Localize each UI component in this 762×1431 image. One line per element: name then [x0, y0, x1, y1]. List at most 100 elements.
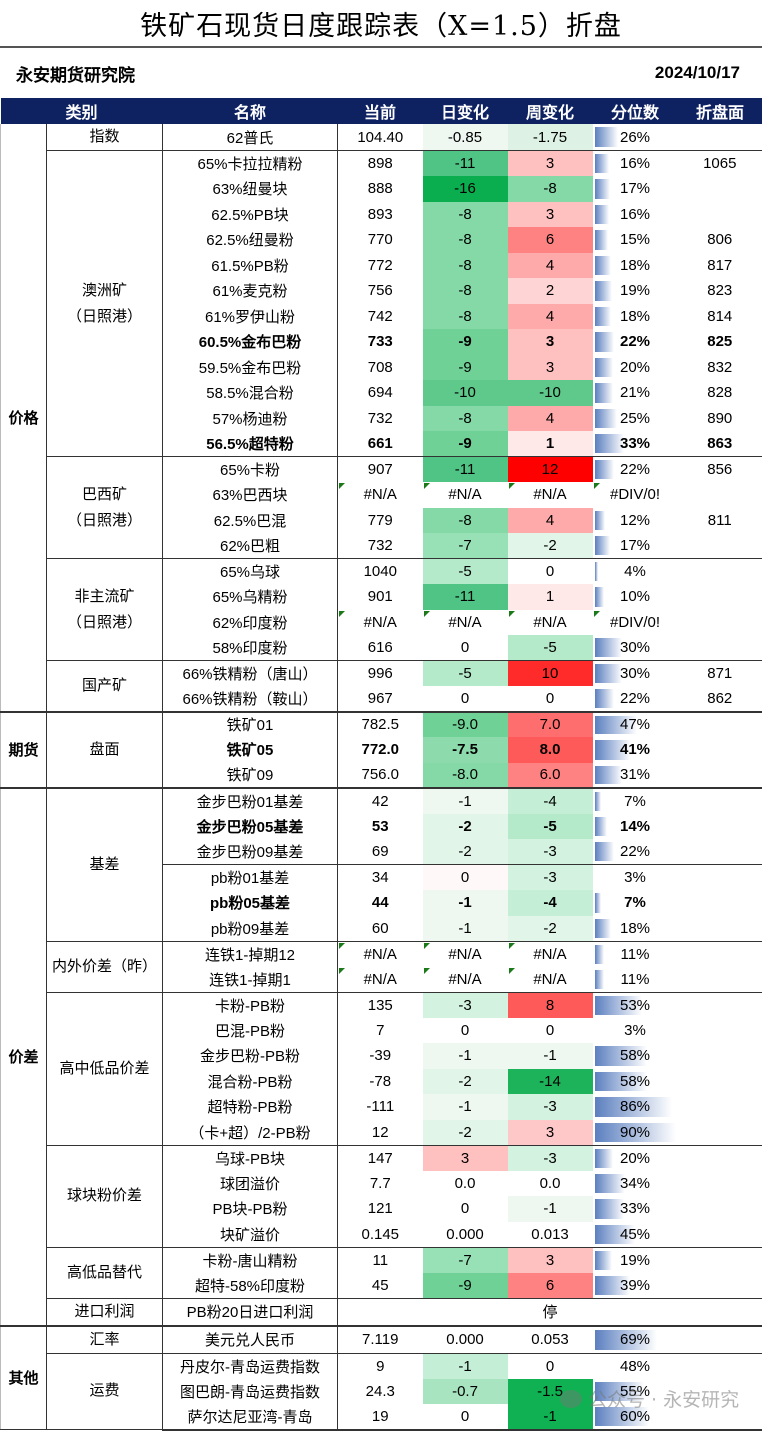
quantile-value: 18%: [620, 307, 651, 325]
day-change: -1: [422, 1043, 508, 1069]
subcategory-label: 进口利润: [74, 1302, 135, 1320]
fold-value: [677, 482, 762, 508]
item-name: 超特粉-PB粉: [162, 1094, 339, 1120]
current-value: 782.5: [337, 710, 423, 737]
quantile-cell: 58%: [593, 1069, 678, 1095]
current-value: 967: [337, 686, 423, 712]
quantile-bar: [594, 230, 609, 250]
item-name: 62.5%纽曼粉: [162, 227, 339, 253]
week-change: 1: [507, 584, 593, 610]
table-row: 价差 基差 金步巴粉01基差 42 -1 -4 7%: [0, 787, 762, 1326]
quantile-value: 11%: [620, 970, 650, 988]
category-cell-other: 其他: [0, 1324, 47, 1430]
quantile-bar: [594, 1148, 613, 1168]
item-name: 超特-58%印度粉: [162, 1272, 339, 1298]
day-change: -1: [422, 890, 508, 916]
fold-value: 814: [677, 303, 762, 329]
quantile-value: 22%: [620, 689, 651, 707]
table-row: 62.5%巴混 779 -8 4 12% 811: [1, 507, 762, 534]
quantile-bar: [594, 1224, 636, 1244]
quantile-cell: 12%: [593, 508, 678, 534]
fold-value: 856: [677, 456, 762, 482]
current-value: -78: [337, 1068, 423, 1094]
quantile-cell: 7%: [593, 890, 678, 916]
quantile-value: 53%: [620, 996, 651, 1014]
quantile-cell: 17%: [593, 176, 678, 202]
day-change: #N/A: [422, 940, 508, 967]
fold-value: 823: [677, 278, 762, 304]
quantile-value: 15%: [620, 231, 651, 249]
item-name: 66%铁精粉（鞍山）: [162, 686, 339, 712]
week-change: -3: [507, 864, 593, 890]
day-change: 0: [460, 689, 470, 707]
quantile-value: 25%: [620, 409, 651, 427]
table-row: 铁矿09 756.0 -8.0 6.0 31%: [1, 762, 762, 788]
day-change: -10: [422, 380, 508, 406]
table-row: 其他 汇率 美元兑人民币 7.119 0.000 0.053 69%: [0, 1324, 762, 1430]
quantile-bar: [594, 918, 611, 938]
day-change: -1: [422, 787, 508, 814]
day-change: 0: [422, 864, 508, 890]
current-value: 732: [337, 533, 423, 559]
quantile-cell: 20%: [592, 1144, 678, 1171]
subcategory-label: （日照港）: [67, 613, 143, 631]
subcategory-label: 运费: [89, 1382, 120, 1400]
quantile-bar: [594, 1407, 649, 1426]
quantile-cell: 16%: [593, 202, 678, 228]
table-row: 价格 指数 62普氏 104.40 -0.85 -1.75 26%: [0, 124, 762, 712]
quantile-cell: 48%: [592, 1352, 678, 1379]
subcategory-label: 内外价差（昨）: [52, 957, 158, 975]
table-row: 高中低品价差 卡粉-PB粉 135 -3 8 53%: [1, 991, 762, 1146]
table-row: 图巴朗-青岛运费指数 24.3 -0.7 -1.5 55%: [1, 1378, 762, 1404]
quantile-cell: 10%: [593, 584, 678, 610]
quantile-bar: [594, 179, 610, 199]
quantile-value: 18%: [620, 919, 651, 937]
quantile-bar: [594, 408, 618, 428]
fold-value: 806: [677, 227, 762, 253]
current-value: 0.145: [337, 1221, 423, 1247]
fold-value: [677, 533, 762, 559]
quantile-value: 14%: [620, 817, 651, 835]
day-change: -16: [422, 176, 508, 202]
item-name: 62普氏: [162, 124, 339, 151]
current-value: 60: [337, 915, 423, 941]
day-change: -1: [422, 1094, 508, 1120]
quantile-cell: 11%: [593, 967, 678, 993]
week-change: 0.013: [531, 1225, 569, 1243]
week-change: -1.75: [507, 124, 593, 151]
current-value: 1040: [337, 558, 423, 584]
table-row: 58.5%混合粉 694 -10 -10 21% 828: [1, 380, 762, 406]
table-row: 澳洲矿 （日照港） 65%卡拉拉精粉 898 -11 3 16% 1065: [1, 150, 762, 457]
item-name: 卡粉-PB粉: [162, 991, 339, 1018]
category-cell-price: 价格: [0, 124, 47, 712]
week-change: -3: [507, 1144, 593, 1171]
week-change: 8: [507, 991, 593, 1018]
quantile-cell: 39%: [593, 1273, 678, 1299]
current-value: 772.0: [337, 737, 423, 763]
quantile-cell: 25%: [593, 406, 678, 432]
table-row: 61%罗伊山粉 742 -8 4 18% 814: [1, 303, 762, 329]
quantile-bar: [594, 995, 643, 1015]
quantile-bar: [594, 357, 613, 377]
item-name: 金步巴粉01基差: [162, 787, 339, 814]
fold-value: [677, 864, 762, 890]
item-name: 59.5%金布巴粉: [162, 354, 339, 380]
current-value: 661: [337, 431, 423, 457]
week-change: -2: [507, 915, 593, 941]
day-change: 3: [422, 1144, 508, 1171]
item-name: 63%纽曼块: [162, 176, 339, 202]
quantile-value: 22%: [620, 333, 651, 351]
quantile-value: 33%: [620, 435, 651, 452]
table-row: 65%乌精粉 901 -11 1 10%: [1, 584, 762, 610]
subcategory-cell: 汇率: [46, 1324, 164, 1354]
quantile-bar: [594, 562, 599, 581]
quantile-cell: 22%: [593, 686, 678, 712]
subcategory-label: 指数: [89, 128, 120, 145]
quantile-bar: [594, 434, 625, 453]
current-value: 770: [337, 227, 423, 253]
day-change: -1: [422, 1352, 508, 1379]
quantile-cell: 30%: [593, 635, 678, 661]
table-row: 金步巴粉-PB粉 -39 -1 -1 58%: [1, 1043, 762, 1069]
current-value: 104.40: [337, 124, 423, 151]
quantile-cell: 18%: [593, 253, 678, 279]
